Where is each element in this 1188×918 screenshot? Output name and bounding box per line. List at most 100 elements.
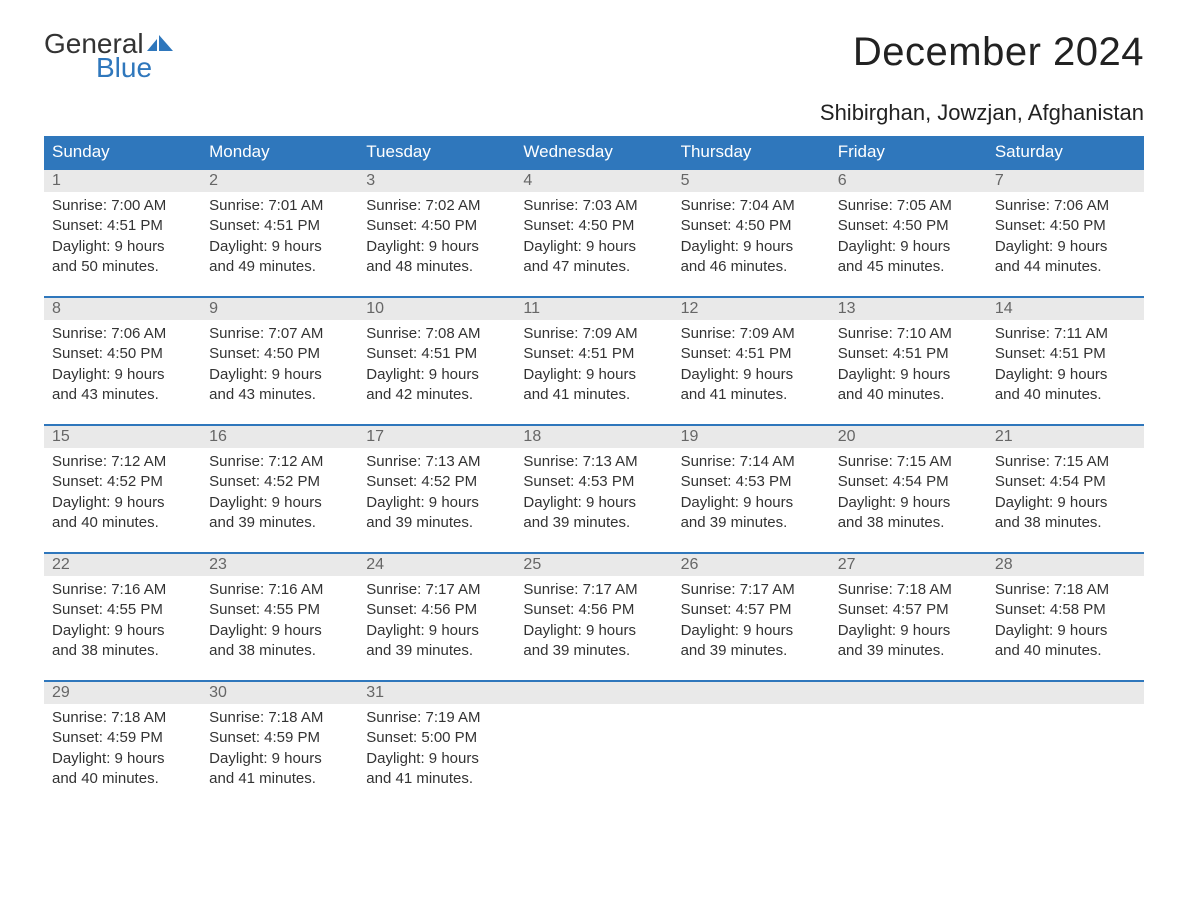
day-body: Sunrise: 7:15 AMSunset: 4:54 PMDaylight:… bbox=[830, 448, 987, 545]
calendar-table: SundayMondayTuesdayWednesdayThursdayFrid… bbox=[44, 136, 1144, 809]
daylight-line2: and 44 minutes. bbox=[995, 257, 1136, 277]
calendar-day-cell: 12Sunrise: 7:09 AMSunset: 4:51 PMDayligh… bbox=[673, 297, 830, 425]
daylight-line1: Daylight: 9 hours bbox=[209, 237, 350, 257]
sunset-text: Sunset: 4:51 PM bbox=[523, 344, 664, 364]
day-body: Sunrise: 7:18 AMSunset: 4:59 PMDaylight:… bbox=[201, 704, 358, 801]
day-number: 28 bbox=[987, 554, 1144, 576]
sunset-text: Sunset: 4:50 PM bbox=[52, 344, 193, 364]
day-number: 16 bbox=[201, 426, 358, 448]
sunset-text: Sunset: 4:55 PM bbox=[52, 600, 193, 620]
daylight-line1: Daylight: 9 hours bbox=[209, 749, 350, 769]
calendar-day-cell: 9Sunrise: 7:07 AMSunset: 4:50 PMDaylight… bbox=[201, 297, 358, 425]
daylight-line1: Daylight: 9 hours bbox=[52, 493, 193, 513]
sunset-text: Sunset: 4:51 PM bbox=[995, 344, 1136, 364]
day-body: Sunrise: 7:13 AMSunset: 4:52 PMDaylight:… bbox=[358, 448, 515, 545]
day-body: Sunrise: 7:07 AMSunset: 4:50 PMDaylight:… bbox=[201, 320, 358, 417]
daylight-line1: Daylight: 9 hours bbox=[523, 237, 664, 257]
calendar-week-row: 29Sunrise: 7:18 AMSunset: 4:59 PMDayligh… bbox=[44, 681, 1144, 809]
sunrise-text: Sunrise: 7:18 AM bbox=[209, 708, 350, 728]
day-number: 15 bbox=[44, 426, 201, 448]
sunrise-text: Sunrise: 7:12 AM bbox=[52, 452, 193, 472]
sunset-text: Sunset: 4:51 PM bbox=[52, 216, 193, 236]
calendar-day-cell: 21Sunrise: 7:15 AMSunset: 4:54 PMDayligh… bbox=[987, 425, 1144, 553]
day-number: 30 bbox=[201, 682, 358, 704]
sunrise-text: Sunrise: 7:18 AM bbox=[52, 708, 193, 728]
page-title: December 2024 bbox=[853, 30, 1144, 75]
daylight-line2: and 39 minutes. bbox=[523, 641, 664, 661]
daylight-line1: Daylight: 9 hours bbox=[995, 621, 1136, 641]
title-block: December 2024 bbox=[853, 30, 1144, 75]
daylight-line1: Daylight: 9 hours bbox=[838, 493, 979, 513]
day-number-empty bbox=[515, 682, 672, 704]
day-number: 1 bbox=[44, 170, 201, 192]
day-number-empty bbox=[673, 682, 830, 704]
sunrise-text: Sunrise: 7:15 AM bbox=[838, 452, 979, 472]
calendar-day-cell: 5Sunrise: 7:04 AMSunset: 4:50 PMDaylight… bbox=[673, 169, 830, 297]
sunrise-text: Sunrise: 7:06 AM bbox=[52, 324, 193, 344]
day-number: 4 bbox=[515, 170, 672, 192]
daylight-line1: Daylight: 9 hours bbox=[995, 493, 1136, 513]
day-number: 3 bbox=[358, 170, 515, 192]
day-number: 25 bbox=[515, 554, 672, 576]
day-number-empty bbox=[987, 682, 1144, 704]
calendar-day-cell: 25Sunrise: 7:17 AMSunset: 4:56 PMDayligh… bbox=[515, 553, 672, 681]
daylight-line2: and 39 minutes. bbox=[209, 513, 350, 533]
sunset-text: Sunset: 4:51 PM bbox=[366, 344, 507, 364]
calendar-day-cell: 23Sunrise: 7:16 AMSunset: 4:55 PMDayligh… bbox=[201, 553, 358, 681]
calendar-day-cell bbox=[515, 681, 672, 809]
daylight-line2: and 50 minutes. bbox=[52, 257, 193, 277]
sunset-text: Sunset: 4:50 PM bbox=[209, 344, 350, 364]
day-number: 20 bbox=[830, 426, 987, 448]
calendar-day-cell: 6Sunrise: 7:05 AMSunset: 4:50 PMDaylight… bbox=[830, 169, 987, 297]
day-number: 31 bbox=[358, 682, 515, 704]
day-number: 9 bbox=[201, 298, 358, 320]
daylight-line2: and 46 minutes. bbox=[681, 257, 822, 277]
daylight-line1: Daylight: 9 hours bbox=[52, 365, 193, 385]
daylight-line1: Daylight: 9 hours bbox=[681, 621, 822, 641]
calendar-day-cell: 2Sunrise: 7:01 AMSunset: 4:51 PMDaylight… bbox=[201, 169, 358, 297]
calendar-day-cell bbox=[673, 681, 830, 809]
header: General Blue December 2024 bbox=[44, 30, 1144, 82]
daylight-line1: Daylight: 9 hours bbox=[52, 237, 193, 257]
daylight-line2: and 40 minutes. bbox=[995, 641, 1136, 661]
calendar-day-cell: 17Sunrise: 7:13 AMSunset: 4:52 PMDayligh… bbox=[358, 425, 515, 553]
day-number: 5 bbox=[673, 170, 830, 192]
day-body: Sunrise: 7:16 AMSunset: 4:55 PMDaylight:… bbox=[44, 576, 201, 673]
daylight-line1: Daylight: 9 hours bbox=[209, 365, 350, 385]
sunrise-text: Sunrise: 7:09 AM bbox=[523, 324, 664, 344]
weekday-header: Saturday bbox=[987, 136, 1144, 169]
sunrise-text: Sunrise: 7:09 AM bbox=[681, 324, 822, 344]
sunset-text: Sunset: 4:53 PM bbox=[681, 472, 822, 492]
sunrise-text: Sunrise: 7:15 AM bbox=[995, 452, 1136, 472]
sunset-text: Sunset: 4:56 PM bbox=[366, 600, 507, 620]
sunset-text: Sunset: 4:53 PM bbox=[523, 472, 664, 492]
day-body: Sunrise: 7:05 AMSunset: 4:50 PMDaylight:… bbox=[830, 192, 987, 289]
day-number: 17 bbox=[358, 426, 515, 448]
sunset-text: Sunset: 4:54 PM bbox=[838, 472, 979, 492]
sunset-text: Sunset: 4:52 PM bbox=[366, 472, 507, 492]
daylight-line1: Daylight: 9 hours bbox=[366, 749, 507, 769]
day-body: Sunrise: 7:17 AMSunset: 4:56 PMDaylight:… bbox=[358, 576, 515, 673]
daylight-line2: and 38 minutes. bbox=[52, 641, 193, 661]
calendar-day-cell: 15Sunrise: 7:12 AMSunset: 4:52 PMDayligh… bbox=[44, 425, 201, 553]
day-body: Sunrise: 7:06 AMSunset: 4:50 PMDaylight:… bbox=[987, 192, 1144, 289]
day-body: Sunrise: 7:18 AMSunset: 4:57 PMDaylight:… bbox=[830, 576, 987, 673]
logo-word2: Blue bbox=[96, 54, 152, 82]
sunrise-text: Sunrise: 7:06 AM bbox=[995, 196, 1136, 216]
weekday-header: Tuesday bbox=[358, 136, 515, 169]
daylight-line2: and 47 minutes. bbox=[523, 257, 664, 277]
sunset-text: Sunset: 4:57 PM bbox=[838, 600, 979, 620]
day-number: 12 bbox=[673, 298, 830, 320]
daylight-line1: Daylight: 9 hours bbox=[681, 493, 822, 513]
day-number: 27 bbox=[830, 554, 987, 576]
sunset-text: Sunset: 4:51 PM bbox=[838, 344, 979, 364]
calendar-day-cell: 1Sunrise: 7:00 AMSunset: 4:51 PMDaylight… bbox=[44, 169, 201, 297]
sunrise-text: Sunrise: 7:13 AM bbox=[523, 452, 664, 472]
day-number: 21 bbox=[987, 426, 1144, 448]
sunrise-text: Sunrise: 7:19 AM bbox=[366, 708, 507, 728]
day-number: 6 bbox=[830, 170, 987, 192]
daylight-line1: Daylight: 9 hours bbox=[995, 365, 1136, 385]
location-text: Shibirghan, Jowzjan, Afghanistan bbox=[44, 100, 1144, 126]
day-number: 11 bbox=[515, 298, 672, 320]
calendar-week-row: 1Sunrise: 7:00 AMSunset: 4:51 PMDaylight… bbox=[44, 169, 1144, 297]
